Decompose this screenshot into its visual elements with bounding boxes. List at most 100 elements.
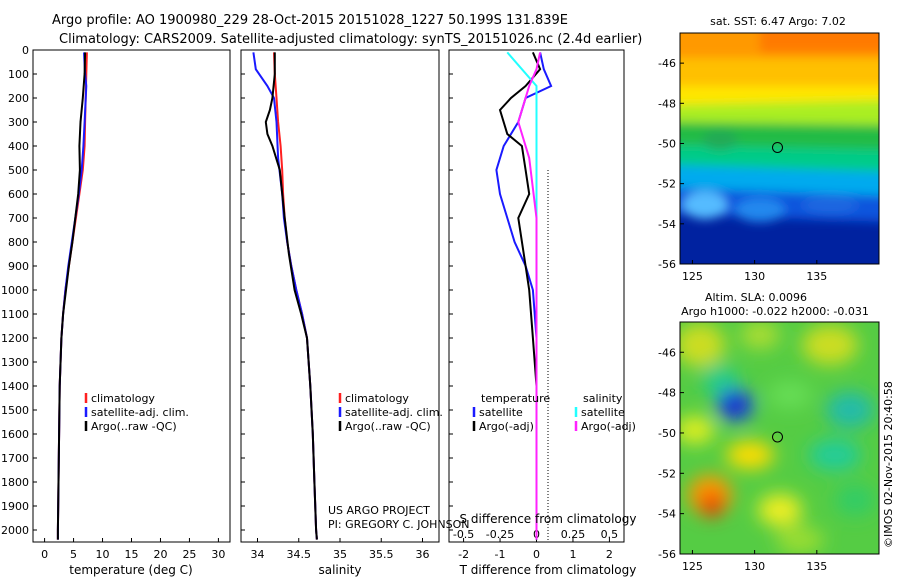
- temperature-panel-frame: [32, 49, 231, 543]
- x-tick-label: -2: [458, 548, 469, 561]
- project-credit: US ARGO PROJECT: [328, 504, 430, 517]
- map-y-tick-label: -52: [658, 467, 676, 480]
- x-tick-label: 1: [569, 548, 576, 561]
- series-line: [252, 52, 318, 540]
- x-tick-label: 34: [251, 548, 265, 561]
- argo-location-marker: [771, 431, 783, 443]
- x-tick-label: 15: [125, 548, 139, 561]
- temperature-profiles: [56, 52, 88, 540]
- header-line-2: Climatology: CARS2009. Satellite-adjuste…: [59, 32, 642, 47]
- sla-map-axes: 125 130 135 -46 -48 -50 -52 -54 -56: [658, 346, 827, 573]
- map-x-tick-label: 125: [682, 270, 703, 283]
- depth-tick-label: 600: [8, 188, 29, 201]
- temperature-panel: 0100200300400500600700800900100011001200…: [1, 44, 231, 577]
- argo-location-marker: [771, 141, 783, 153]
- map-x-tick-label: 135: [806, 560, 827, 573]
- s-tick-label: -0.5: [453, 528, 474, 541]
- x-tick-label: -1: [495, 548, 506, 561]
- s-tick-label: -0.25: [486, 528, 514, 541]
- s-tick-label: 0.25: [561, 528, 586, 541]
- x-tick-label: 30: [211, 548, 225, 561]
- map-x-tick-label: 130: [744, 270, 765, 283]
- timestamp-credit: ©IMOS 02-Nov-2015 20:40:58: [882, 381, 895, 548]
- depth-tick-label: 700: [8, 212, 29, 225]
- sla-map: Altim. SLA: 0.0096 Argo h1000: -0.022 h2…: [658, 291, 880, 573]
- legend-label: Argo(-adj): [479, 420, 534, 433]
- sla-map-subtitle: Argo h1000: -0.022 h2000: -0.031: [681, 305, 869, 318]
- map-y-tick-label: -48: [658, 97, 676, 110]
- s-difference-axis-label: S difference from climatology: [460, 512, 637, 526]
- s-tick-label: 0.5: [601, 528, 619, 541]
- depth-tick-label: 1600: [1, 428, 29, 441]
- sst-field: [680, 33, 879, 222]
- depth-tick-label: 500: [8, 164, 29, 177]
- depth-tick-label: 1400: [1, 380, 29, 393]
- legend-label: satellite-adj. clim.: [91, 406, 189, 419]
- depth-tick-label: 1500: [1, 404, 29, 417]
- sst-map-title: sat. SST: 6.47 Argo: 7.02: [710, 15, 846, 28]
- depth-tick-label: 1200: [1, 332, 29, 345]
- x-tick-label: 35.5: [369, 548, 394, 561]
- x-tick-label: 10: [96, 548, 110, 561]
- depth-tick-label: 0: [22, 44, 29, 57]
- salinity-x-axis: 34 34.5 35 35.5 36: [241, 49, 430, 561]
- map-y-tick-label: -48: [658, 387, 676, 400]
- sla-field: [680, 322, 875, 554]
- header-line-1: Argo profile: AO 1900980_229 28-Oct-2015…: [52, 13, 568, 28]
- map-y-tick-label: -56: [658, 258, 676, 271]
- legend-label: Argo(..raw -QC): [91, 420, 177, 433]
- map-y-tick-label: -50: [658, 137, 676, 150]
- depth-tick-label: 200: [8, 92, 29, 105]
- legend-label: satellite: [479, 406, 523, 419]
- depth-tick-label: 1800: [1, 476, 29, 489]
- depth-tick-label: 1000: [1, 284, 29, 297]
- x-tick-label: 0: [533, 548, 540, 561]
- temperature-axis-label: temperature (deg C): [69, 563, 192, 577]
- map-y-tick-label: -54: [658, 218, 676, 231]
- x-tick-label: 2: [606, 548, 613, 561]
- x-tick-label: 0: [41, 548, 48, 561]
- difference-profiles: [495, 51, 553, 540]
- legend-label: Argo(..raw -QC): [345, 420, 431, 433]
- salinity-profiles: [252, 52, 318, 540]
- map-y-tick-label: -50: [658, 427, 676, 440]
- depth-tick-label: 900: [8, 260, 29, 273]
- pi-credit: PI: GREGORY C. JOHNSON: [328, 518, 469, 531]
- map-y-tick-label: -46: [658, 346, 676, 359]
- legend-header-salinity: salinity: [583, 392, 623, 405]
- series-line: [56, 52, 88, 540]
- sla-map-title: Altim. SLA: 0.0096: [705, 291, 807, 304]
- map-y-tick-label: -56: [658, 548, 676, 561]
- map-y-tick-label: -52: [658, 178, 676, 191]
- legend-label: climatology: [91, 392, 155, 405]
- depth-tick-label: 100: [8, 68, 29, 81]
- salinity-axis-label: salinity: [318, 563, 361, 577]
- map-x-tick-label: 135: [806, 270, 827, 283]
- salinity-panel: 34 34.5 35 35.5 36 salinity climatologysatel…: [240, 49, 469, 577]
- map-y-tick-label: -54: [658, 508, 676, 521]
- series-line: [506, 51, 538, 540]
- sla-map-frame: [679, 321, 880, 555]
- depth-axis: 0 100 200 300 400 500 600 700 800 900 1000 1100 1200…: [1, 44, 37, 537]
- map-y-tick-label: -46: [658, 57, 676, 70]
- sst-map-frame: [679, 32, 880, 265]
- x-tick-label: 5: [70, 548, 77, 561]
- legend-header-temperature: temperature: [481, 392, 550, 405]
- x-tick-label: 36: [416, 548, 430, 561]
- sst-map: sat. SST: 6.47 Argo: 7.02 125 130 135 -46 -4…: [658, 15, 880, 283]
- series-line: [264, 52, 318, 540]
- depth-tick-label: 400: [8, 140, 29, 153]
- depth-tick-label: 2000: [1, 524, 29, 537]
- depth-tick-label: 1900: [1, 500, 29, 513]
- series-line: [56, 52, 88, 540]
- difference-legend: temperature salinitysatelliteArgo(-adj)sa…: [472, 392, 636, 433]
- legend-label: Argo(-adj): [581, 420, 636, 433]
- x-tick-label: 34.5: [287, 548, 312, 561]
- series-line: [498, 52, 542, 540]
- x-tick-label: 20: [153, 548, 167, 561]
- x-tick-label: 25: [182, 548, 196, 561]
- legend-label: climatology: [345, 392, 409, 405]
- legend-label: satellite: [581, 406, 625, 419]
